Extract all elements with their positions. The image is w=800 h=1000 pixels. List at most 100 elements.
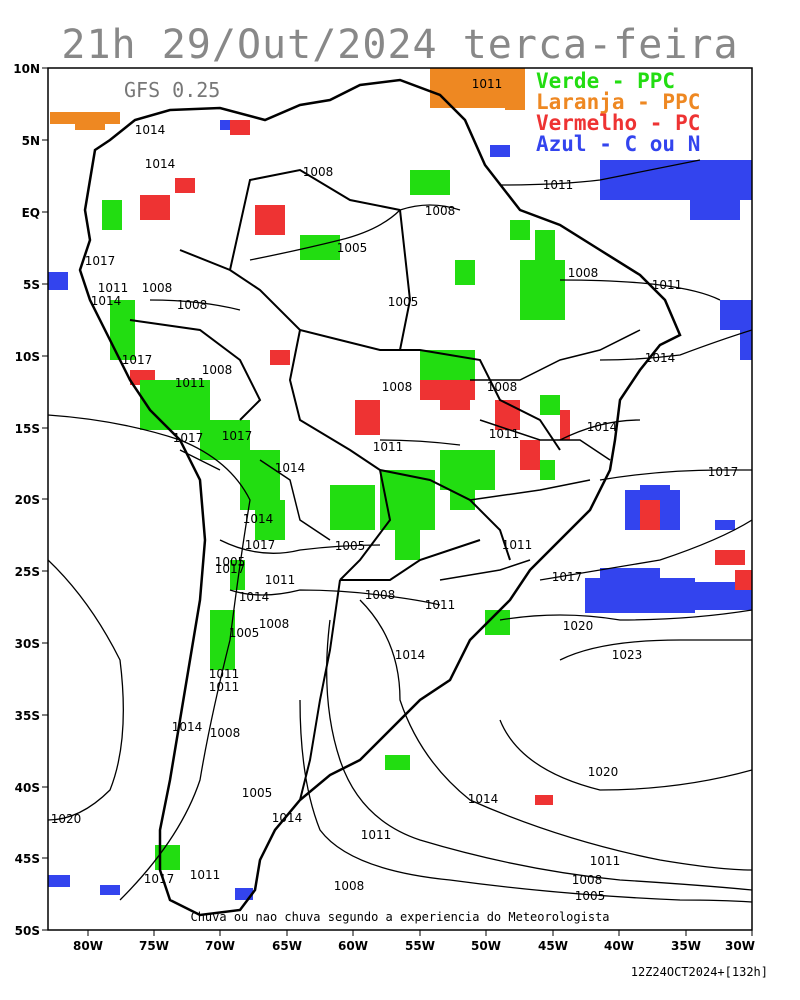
isobar-label: 1008 <box>177 298 208 312</box>
isobar-label: 1011 <box>209 667 240 681</box>
isobar-label: 1008 <box>572 873 603 887</box>
lat-label: 45S <box>15 852 40 866</box>
lon-label: 50W <box>471 939 501 953</box>
isobar-label: 1011 <box>590 854 621 868</box>
isobar-label: 1020 <box>588 765 619 779</box>
isobar-label: 1014 <box>135 123 166 137</box>
isobar-label: 1005 <box>575 889 606 903</box>
isobar-label: 1011 <box>502 538 533 552</box>
isobar-label: 1014 <box>243 512 274 526</box>
isobar-label: 1011 <box>209 680 240 694</box>
map-title: 21h 29/Out/2024 terca-feira <box>61 22 739 68</box>
coastlines <box>78 78 682 917</box>
lon-label: 70W <box>205 939 235 953</box>
legend-item-blue: Azul - C ou N <box>536 132 701 156</box>
footnote: Chuva ou nao chuva segundo a experiencia… <box>190 910 610 924</box>
lat-label: 35S <box>15 709 40 723</box>
isobar-label: 1023 <box>612 648 643 662</box>
isobar-label: 1011 <box>98 281 129 295</box>
isobar-label: 1011 <box>190 868 221 882</box>
isobar-label: 1014 <box>645 351 676 365</box>
lat-label: 25S <box>15 565 40 579</box>
isobar-label: 1008 <box>210 726 241 740</box>
isobar-label: 1011 <box>425 598 456 612</box>
lat-label: 30S <box>15 637 40 651</box>
isobar-label: 1008 <box>303 165 334 179</box>
isobar-label: 1014 <box>172 720 203 734</box>
isobar-label: 1014 <box>587 420 618 434</box>
isobar-label: 1011 <box>361 828 392 842</box>
isobar-label: 1014 <box>91 294 122 308</box>
isobar-label: 1008 <box>334 879 365 893</box>
precipitation-areas <box>48 68 752 900</box>
isobar-label: 1005 <box>337 241 368 255</box>
isobar-label: 1008 <box>487 380 518 394</box>
isobar-label: 1008 <box>202 363 233 377</box>
isobar-label: 1011 <box>652 278 683 292</box>
isobar-labels: 1014 1011 1014 1008 1008 1011 1017 1011 … <box>51 77 739 903</box>
isobar-label: 1020 <box>563 619 594 633</box>
isobar-label: 1008 <box>382 380 413 394</box>
isobar-label: 1014 <box>272 811 303 825</box>
isobar-label: 1005 <box>242 786 273 800</box>
lat-label: 50S <box>15 924 40 938</box>
legend-item-red: Vermelho - PC <box>536 111 701 135</box>
isobar-label: 1017 <box>215 562 246 576</box>
isobar-label: 1017 <box>122 353 153 367</box>
lat-labels: 10N 5N EQ 5S 10S 15S 20S 25S 30S 35S 40S… <box>13 62 40 938</box>
isobar-label: 1017 <box>173 431 204 445</box>
lon-ticks <box>87 930 753 936</box>
isobar-label: 1017 <box>708 465 739 479</box>
lon-label: 80W <box>73 939 103 953</box>
isobar-label: 1017 <box>245 538 276 552</box>
isobar-label: 1014 <box>275 461 306 475</box>
isobar-label: 1017 <box>144 872 175 886</box>
isobar-label: 1008 <box>568 266 599 280</box>
lon-labels: 80W 75W 70W 65W 60W 55W 50W 45W 40W 35W … <box>73 939 755 953</box>
isobar-label: 1005 <box>335 539 366 553</box>
isobar-label: 1008 <box>425 204 456 218</box>
isobar-label: 1008 <box>142 281 173 295</box>
isobar-label: 1011 <box>265 573 296 587</box>
isobar-label: 1014 <box>145 157 176 171</box>
lon-label: 75W <box>139 939 169 953</box>
isobar-label: 1011 <box>472 77 503 91</box>
isobar-label: 1014 <box>468 792 499 806</box>
lat-label: 20S <box>15 493 40 507</box>
lat-label: 10N <box>13 62 40 76</box>
model-label: GFS 0.25 <box>124 78 221 102</box>
run-info: 12Z24OCT2024+[132h] <box>630 965 768 979</box>
isobar-label: 1008 <box>259 617 290 631</box>
lat-label: EQ <box>22 206 40 220</box>
lat-label: 10S <box>15 350 40 364</box>
isobar-label: 1005 <box>388 295 419 309</box>
lon-label: 45W <box>538 939 568 953</box>
isobar-label: 1011 <box>543 178 574 192</box>
lat-label: 40S <box>15 781 40 795</box>
isobar-label: 1017 <box>552 570 583 584</box>
lon-label: 55W <box>405 939 435 953</box>
lat-label: 15S <box>15 422 40 436</box>
isobar-label: 1014 <box>239 590 270 604</box>
legend-item-green: Verde - PPC <box>536 69 676 93</box>
isobar-label: 1005 <box>229 626 260 640</box>
lon-label: 40W <box>604 939 634 953</box>
isobar-label: 1005 <box>215 555 246 569</box>
lon-label: 60W <box>338 939 368 953</box>
isobar-label: 1011 <box>373 440 404 454</box>
isobar-label: 1008 <box>365 588 396 602</box>
legend-item-orange: Laranja - PPC <box>536 90 701 114</box>
isobar-label: 1020 <box>51 812 82 826</box>
blue-precip <box>48 120 752 900</box>
isobar-label: 1017 <box>222 429 253 443</box>
isobar-label: 1011 <box>175 376 206 390</box>
lat-label: 5S <box>23 278 40 292</box>
isobars <box>48 159 752 903</box>
isobar-label: 1011 <box>489 427 520 441</box>
isobar-label: 1017 <box>85 254 116 268</box>
lon-label: 35W <box>671 939 701 953</box>
lon-label: 65W <box>272 939 302 953</box>
lat-label: 5N <box>22 134 40 148</box>
lat-ticks <box>42 67 48 931</box>
